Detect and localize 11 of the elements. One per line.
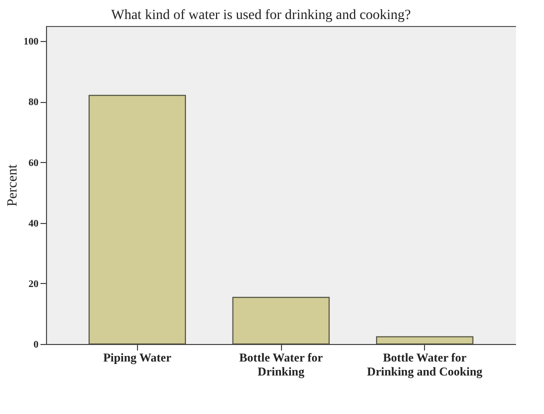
- x-tick-label: Bottle Water for Drinking and Cooking: [367, 350, 482, 378]
- y-tick-label: 20: [28, 278, 38, 290]
- y-tick-label: 60: [28, 158, 38, 169]
- chart-title: What kind of water is used for drinking and cooking?: [111, 8, 411, 23]
- y-tick-label: 40: [28, 218, 38, 230]
- y-tick-label: 100: [24, 36, 38, 48]
- y-tick-label: 80: [28, 97, 38, 108]
- y-axis-title: Percent: [6, 164, 20, 206]
- y-tick-label: 0: [34, 340, 38, 350]
- x-tick-label: Bottle Water for Drinking: [239, 350, 324, 378]
- x-tick-label: Piping Water: [103, 350, 172, 364]
